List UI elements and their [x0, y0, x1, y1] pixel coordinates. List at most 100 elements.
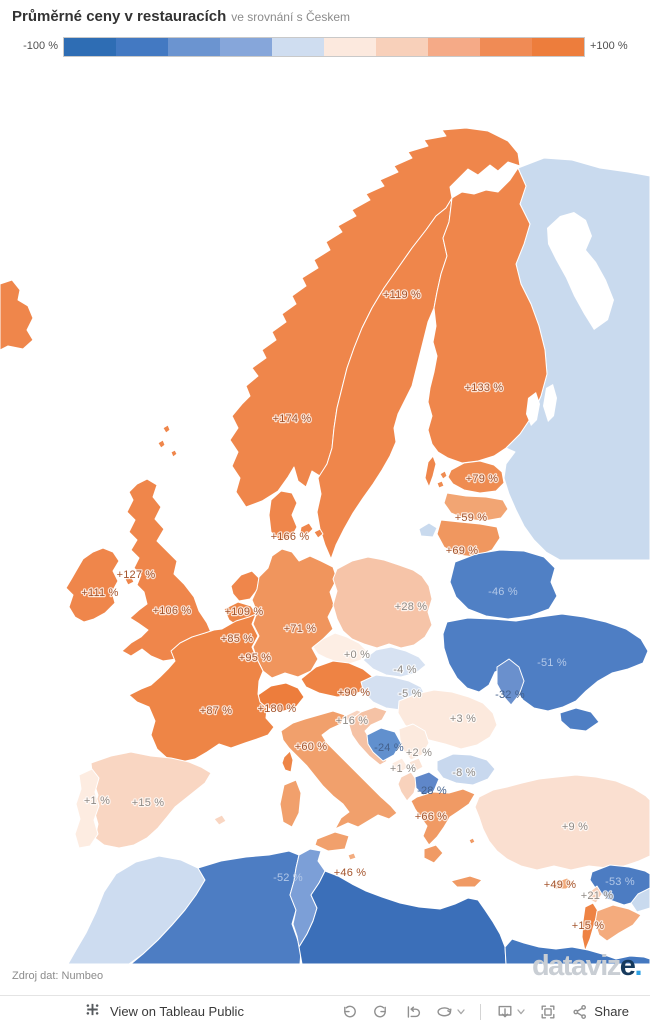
chevron-down-icon — [457, 1008, 465, 1014]
country-cyprus[interactable] — [552, 877, 576, 890]
legend-step — [64, 38, 116, 56]
value-label-italy: +60 % — [295, 741, 328, 753]
country-greece[interactable] — [450, 875, 483, 888]
country-sweden[interactable] — [424, 455, 437, 488]
legend-step — [168, 38, 220, 56]
country-greece[interactable] — [423, 844, 444, 864]
country-france[interactable] — [281, 750, 294, 773]
country-ukraine[interactable] — [559, 707, 600, 732]
undo-icon — [344, 1005, 357, 1017]
value-label-cyprus: +49 % — [544, 879, 577, 891]
country-finland[interactable] — [427, 167, 548, 464]
value-label-macedonia: -28 % — [417, 785, 447, 797]
country-greece[interactable] — [468, 837, 476, 845]
country-serbia[interactable] — [398, 723, 430, 761]
color-legend: -100 % +100 % — [0, 36, 650, 60]
legend-step — [324, 38, 376, 56]
share-button[interactable]: Share — [564, 997, 636, 1027]
country-isleofman[interactable] — [124, 575, 135, 586]
country-portugal[interactable] — [74, 768, 100, 849]
country-italy[interactable] — [314, 831, 350, 852]
country-libya[interactable] — [298, 870, 507, 965]
chevron-down-icon — [517, 1008, 525, 1014]
country-denmark[interactable] — [299, 522, 314, 536]
europe-choropleth-map[interactable]: +174 % +119 % +133 % +106 % +111 % +127 % +166… — [0, 60, 650, 965]
refresh-button[interactable] — [429, 997, 472, 1027]
value-label-bosnia: -24 % — [374, 742, 404, 754]
country-estonia[interactable] — [436, 480, 445, 489]
reset-icon — [407, 1005, 421, 1018]
value-label-belgium: +85 % — [221, 633, 254, 645]
country-iraq[interactable] — [630, 887, 650, 913]
legend-max-label: +100 % — [590, 40, 628, 52]
legend-bar — [63, 37, 585, 57]
country-israel[interactable] — [581, 902, 599, 952]
download-button[interactable] — [489, 997, 532, 1027]
value-label-sweden: +119 % — [383, 289, 421, 301]
title-text: Průměrné ceny v restauracích — [12, 8, 227, 25]
country-moldova[interactable] — [496, 658, 525, 706]
redo-button[interactable] — [365, 997, 397, 1027]
value-label-portugal: +1 % — [84, 795, 110, 807]
redo-icon — [374, 1005, 387, 1017]
country-bosnia[interactable] — [366, 727, 402, 762]
country-france[interactable] — [128, 613, 275, 763]
fullscreen-button[interactable] — [532, 997, 564, 1027]
toolbar-divider — [480, 1003, 482, 1020]
country-belarus[interactable] — [449, 549, 558, 620]
value-label-latvia: +59 % — [455, 512, 488, 524]
country-ireland[interactable] — [65, 547, 120, 623]
value-label-estonia: +79 % — [466, 473, 499, 485]
undo-button[interactable] — [333, 997, 365, 1027]
country-greece[interactable] — [410, 788, 476, 846]
country-jordan[interactable] — [594, 904, 642, 942]
value-label-turkey: +9 % — [562, 821, 588, 833]
legend-step — [272, 38, 324, 56]
country-turkey[interactable] — [474, 774, 650, 871]
country-estonia[interactable] — [439, 470, 448, 480]
country-denmark[interactable] — [268, 490, 298, 542]
country-uk[interactable] — [170, 449, 178, 458]
country-estonia[interactable] — [447, 460, 505, 494]
reset-button[interactable] — [397, 997, 429, 1027]
country-italy[interactable] — [280, 710, 398, 830]
refresh-icon — [437, 1006, 452, 1016]
country-iceland[interactable] — [0, 279, 34, 351]
country-uk[interactable] — [121, 478, 214, 662]
country-kaliningrad[interactable] — [418, 522, 438, 538]
share-label: Share — [594, 1004, 629, 1019]
country-bulgaria[interactable] — [436, 753, 496, 786]
country-montenegro[interactable] — [391, 757, 409, 774]
country-malta[interactable] — [347, 852, 357, 861]
country-denmark[interactable] — [313, 528, 324, 539]
country-algeria[interactable] — [130, 850, 302, 965]
legend-min-label: -100 % — [23, 40, 58, 52]
country-spain[interactable] — [90, 751, 212, 849]
country-lithuania[interactable] — [436, 519, 501, 558]
legend-step — [428, 38, 480, 56]
country-slovakia[interactable] — [362, 646, 427, 678]
value-label-bulgaria: -8 % — [452, 767, 475, 779]
country-kosovo[interactable] — [408, 757, 424, 773]
country-ukraine[interactable] — [442, 613, 649, 712]
country-poland[interactable] — [332, 556, 433, 649]
value-label-lithuania: +69 % — [446, 545, 479, 557]
legend-step — [376, 38, 428, 56]
country-uk[interactable] — [157, 439, 166, 449]
value-label-hungary: -5 % — [398, 688, 421, 700]
value-label-romania: +3 % — [450, 713, 476, 725]
legend-step — [480, 38, 532, 56]
country-lebanon[interactable] — [587, 885, 603, 904]
value-label-spain: +15 % — [132, 797, 165, 809]
value-label-czechia: +0 % — [344, 649, 370, 661]
country-czechia[interactable] — [312, 632, 368, 665]
country-latvia[interactable] — [443, 492, 509, 522]
country-italy[interactable] — [279, 779, 302, 828]
country-macedonia[interactable] — [414, 771, 440, 796]
country-spain[interactable] — [213, 814, 227, 826]
country-uk[interactable] — [162, 424, 171, 434]
country-albania[interactable] — [397, 771, 418, 802]
value-label-denmark: +166 % — [271, 531, 310, 543]
view-on-tableau-link[interactable]: View on Tableau Public — [84, 1001, 244, 1023]
country-egypt[interactable] — [504, 938, 650, 965]
